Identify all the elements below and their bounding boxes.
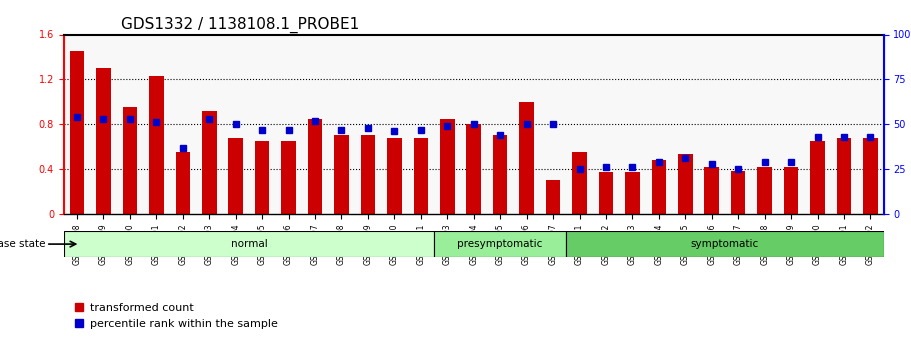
Text: symptomatic: symptomatic <box>691 239 759 249</box>
Bar <box>229 138 243 214</box>
Bar <box>281 141 296 214</box>
Bar <box>625 172 640 214</box>
Bar <box>783 167 798 214</box>
Bar <box>704 167 719 214</box>
Bar <box>176 152 190 214</box>
Bar <box>123 107 138 214</box>
Bar <box>572 152 587 214</box>
Bar <box>308 119 322 214</box>
FancyBboxPatch shape <box>567 231 884 257</box>
Text: normal: normal <box>230 239 267 249</box>
Bar <box>70 51 84 214</box>
FancyBboxPatch shape <box>64 231 434 257</box>
Text: presymptomatic: presymptomatic <box>457 239 543 249</box>
Bar <box>599 172 613 214</box>
Bar <box>651 160 666 214</box>
Bar <box>440 119 455 214</box>
Bar <box>678 155 692 214</box>
Bar <box>97 68 111 214</box>
Bar <box>149 76 164 214</box>
Text: GDS1332 / 1138108.1_PROBE1: GDS1332 / 1138108.1_PROBE1 <box>121 17 360 33</box>
Bar <box>731 171 745 214</box>
Bar <box>387 138 402 214</box>
Bar <box>836 138 851 214</box>
Bar <box>493 136 507 214</box>
Bar <box>414 138 428 214</box>
Bar <box>202 111 217 214</box>
Bar <box>255 141 270 214</box>
Bar <box>334 136 349 214</box>
Bar <box>546 180 560 214</box>
Legend: transformed count, percentile rank within the sample: transformed count, percentile rank withi… <box>69 299 282 333</box>
Bar <box>519 102 534 214</box>
Bar <box>361 136 375 214</box>
Bar <box>757 167 772 214</box>
Bar <box>864 138 877 214</box>
FancyBboxPatch shape <box>434 231 567 257</box>
Text: disease state: disease state <box>0 239 46 249</box>
Bar <box>466 124 481 214</box>
Bar <box>810 141 824 214</box>
